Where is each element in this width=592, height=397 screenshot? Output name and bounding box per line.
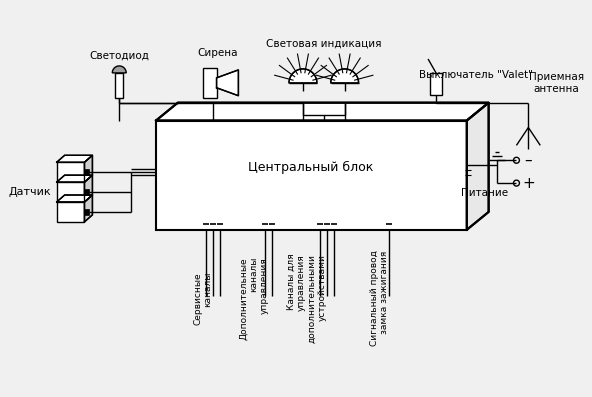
Text: –: – <box>525 153 532 168</box>
Text: Дополнительные
каналы
управления: Дополнительные каналы управления <box>239 257 269 339</box>
Text: Сервисные
каналы: Сервисные каналы <box>193 272 213 325</box>
Bar <box>85 209 89 215</box>
Text: Каналы для
управления
дополнительными
устройствами: Каналы для управления дополнительными ус… <box>287 254 327 343</box>
Text: +: + <box>522 175 535 191</box>
Bar <box>115 73 123 98</box>
Text: Светодиод: Светодиод <box>89 51 149 61</box>
Text: Центральный блок: Центральный блок <box>248 161 374 174</box>
Bar <box>57 182 85 202</box>
Bar <box>57 162 85 182</box>
Text: Датчик: Датчик <box>8 187 51 197</box>
Text: Выключатель "Valet": Выключатель "Valet" <box>419 70 533 80</box>
Polygon shape <box>57 155 92 162</box>
Polygon shape <box>112 66 126 73</box>
Polygon shape <box>57 175 92 182</box>
Bar <box>85 169 89 175</box>
Polygon shape <box>467 103 488 230</box>
Bar <box>430 73 442 95</box>
Polygon shape <box>289 69 317 83</box>
Text: Питание: Питание <box>461 188 509 198</box>
Polygon shape <box>85 175 92 202</box>
Polygon shape <box>85 155 92 182</box>
Text: Сигнальный провод
замка зажигания: Сигнальный провод замка зажигания <box>370 251 390 346</box>
Polygon shape <box>57 195 92 202</box>
Text: Приемная
антенна: Приемная антенна <box>529 72 584 94</box>
Bar <box>57 202 85 222</box>
Polygon shape <box>217 70 239 96</box>
Polygon shape <box>331 69 359 83</box>
Polygon shape <box>85 195 92 222</box>
Bar <box>202 68 217 98</box>
Text: Сирена: Сирена <box>197 48 238 58</box>
Text: Световая индикация: Световая индикация <box>266 38 382 48</box>
Polygon shape <box>156 103 488 121</box>
Bar <box>85 189 89 195</box>
Bar <box>156 121 467 230</box>
